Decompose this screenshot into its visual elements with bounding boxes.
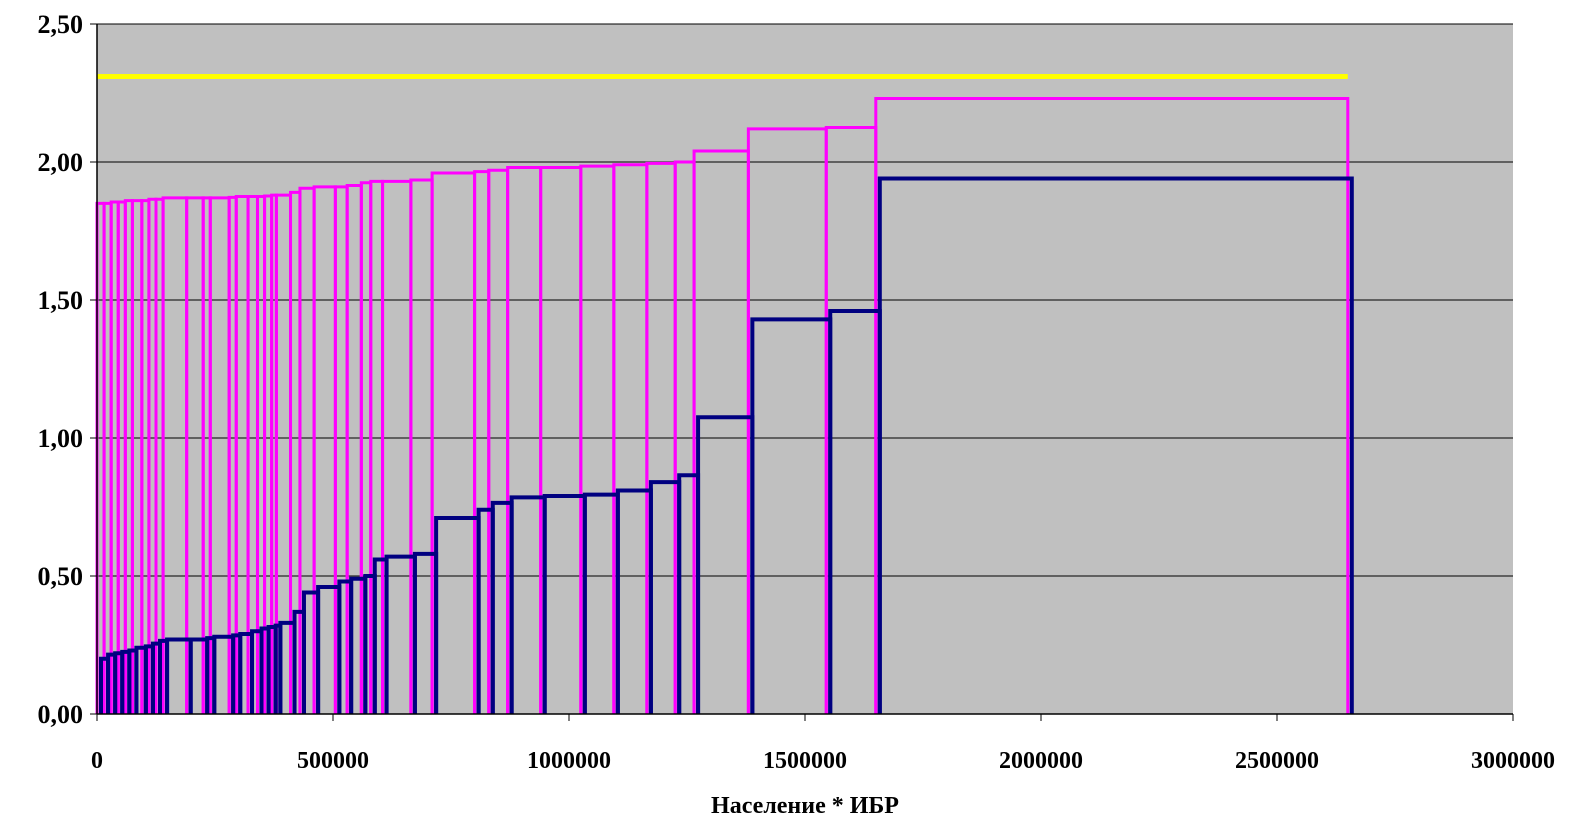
navy-step-bar (877, 176, 1354, 714)
x-tick-label: 500000 (297, 748, 369, 774)
y-tick-label: 2,50 (38, 10, 84, 39)
x-tick-label: 0 (91, 748, 103, 774)
y-tick-label: 0,50 (38, 562, 84, 591)
y-tick-label: 1,50 (38, 286, 84, 315)
x-tick-label: 2500000 (1235, 748, 1319, 774)
x-tick-label: 1000000 (527, 748, 611, 774)
y-tick-label: 1,00 (38, 424, 84, 453)
x-tick-label: 1500000 (763, 748, 847, 774)
grid-layer (97, 23, 1513, 577)
magenta-step-bar (874, 97, 1350, 714)
x-tick-label: 3000000 (1471, 748, 1555, 774)
y-tick-label: 0,00 (38, 700, 84, 729)
y-tick-label: 2,00 (38, 148, 84, 177)
plot-area (97, 24, 1513, 714)
axis-layer: 0,00 0,50 1,00 1,50 2,00 2,50 0 500000 1000000 15… (38, 10, 1556, 774)
x-tick-label: 2000000 (999, 748, 1083, 774)
series-layer (95, 73, 1354, 714)
x-axis-title: Население * ИБР (711, 793, 899, 819)
